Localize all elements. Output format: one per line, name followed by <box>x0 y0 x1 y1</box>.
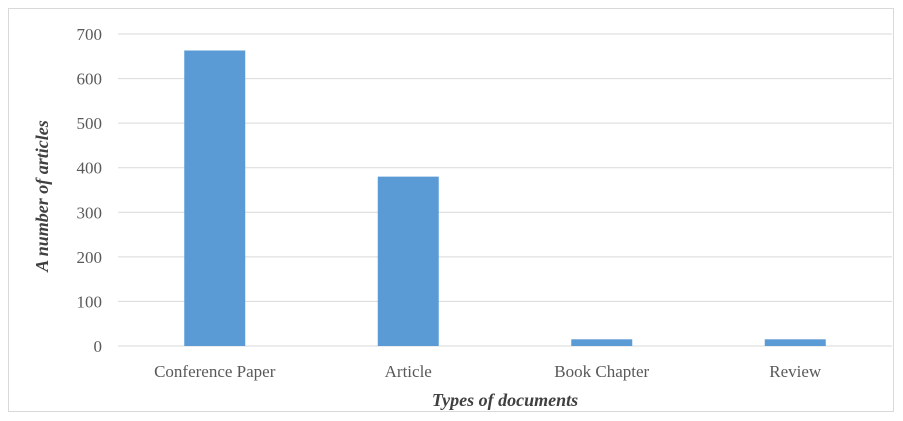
bar-conference-paper <box>184 50 246 347</box>
x-tick-label: Article <box>385 362 432 381</box>
bar-article <box>377 176 439 346</box>
chart-frame <box>8 8 894 412</box>
y-tick-label: 200 <box>77 248 103 267</box>
y-tick-label: 600 <box>77 70 103 89</box>
y-tick-label: 400 <box>77 159 103 178</box>
bar-book-chapter <box>571 339 633 346</box>
x-tick-label: Review <box>769 362 822 381</box>
y-tick-label: 700 <box>77 25 103 44</box>
x-tick-labels: Conference Paper Article Book Chapter Revie… <box>154 362 822 381</box>
y-axis-title: A number of articles <box>32 120 52 273</box>
y-tick-label: 500 <box>77 114 103 133</box>
y-tick-labels: 0 100 200 300 400 500 600 700 <box>77 25 103 356</box>
bars <box>184 50 826 347</box>
gridlines <box>118 33 892 347</box>
y-tick-label: 0 <box>94 337 103 356</box>
y-tick-label: 100 <box>77 292 103 311</box>
x-axis-title: Types of documents <box>432 390 578 410</box>
y-tick-label: 300 <box>77 203 103 222</box>
bar-review <box>764 339 826 346</box>
x-tick-label: Conference Paper <box>154 362 276 381</box>
x-tick-label: Book Chapter <box>554 362 649 381</box>
